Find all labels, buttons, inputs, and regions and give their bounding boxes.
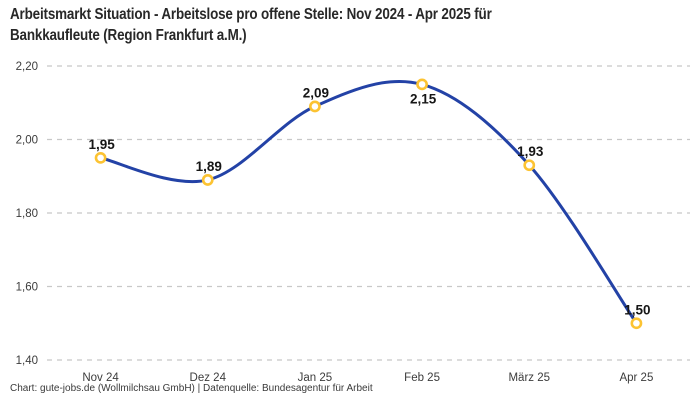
x-tick-label: Feb 25 <box>404 372 440 384</box>
chart-title-line-1: Arbeitsmarkt Situation - Arbeitslose pro… <box>10 6 492 23</box>
data-point-marker <box>523 159 536 172</box>
chart-title: Arbeitsmarkt Situation - Arbeitslose pro… <box>10 4 583 46</box>
data-point-label: 1,89 <box>196 159 222 174</box>
data-point-label: 2,09 <box>303 85 329 100</box>
data-point-marker <box>309 100 321 113</box>
chart-title-line-2: Bankkaufleute (Region Frankfurt a.M.) <box>10 27 247 44</box>
x-tick-label: Nov 24 <box>82 372 119 384</box>
data-point-marker <box>201 174 214 186</box>
y-tick-label: 2,20 <box>16 61 38 73</box>
x-tick-label: Jan 25 <box>298 372 333 384</box>
data-point-label: 1,95 <box>88 137 115 152</box>
x-tick-label: März 25 <box>508 372 550 384</box>
y-tick-label: 1,40 <box>16 355 38 367</box>
data-point-label: 1,93 <box>517 144 544 159</box>
x-tick-label: Dez 24 <box>190 372 227 384</box>
y-tick-label: 1,80 <box>16 208 38 220</box>
data-point-label: 2,15 <box>410 91 437 106</box>
x-tick-label: Apr 25 <box>619 372 653 384</box>
data-point-label: 1,50 <box>624 302 650 317</box>
data-point-marker <box>416 78 428 91</box>
y-tick-label: 1,60 <box>16 282 38 294</box>
y-tick-label: 2,00 <box>16 135 38 147</box>
chart-source-credit: Chart: gute-jobs.de (Wollmilchsau GmbH) … <box>10 383 373 394</box>
data-point-marker <box>94 151 107 164</box>
data-point-marker <box>630 317 643 330</box>
